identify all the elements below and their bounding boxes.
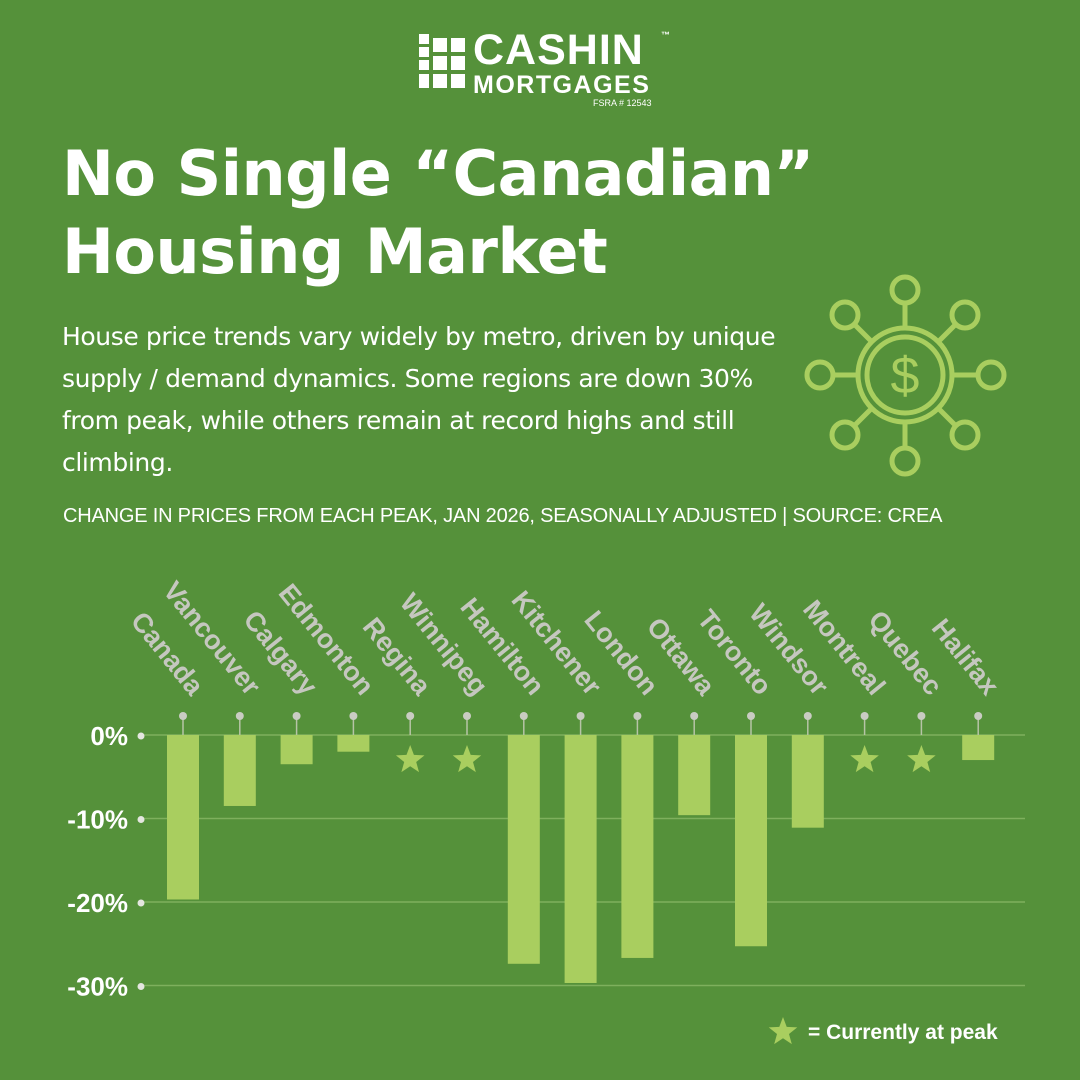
peak-star-icon — [395, 745, 425, 773]
bar — [223, 735, 256, 806]
bar — [621, 735, 654, 958]
tick-dot — [137, 816, 145, 823]
category-dot — [747, 712, 755, 720]
category-dot — [633, 712, 642, 720]
category-dot — [349, 712, 358, 720]
bar — [564, 735, 597, 983]
category-dot — [974, 712, 983, 720]
chart-legend: = Currently at peak — [766, 1015, 1056, 1053]
category-dot — [519, 712, 528, 720]
category-dot — [690, 712, 699, 720]
y-tick-label: -10% — [67, 805, 128, 835]
category-dot — [235, 712, 244, 720]
peak-star-icon — [850, 745, 879, 773]
tick-dot — [137, 732, 145, 740]
bar — [507, 735, 540, 964]
bar — [791, 735, 824, 828]
description: House price trends vary widely by metro,… — [62, 322, 776, 477]
bar — [280, 735, 313, 765]
category-dot — [292, 712, 301, 720]
headline-line-2: Housing Market — [62, 215, 608, 288]
brand-wordmark: CASHIN MORTGAGES — [473, 28, 650, 98]
bar — [678, 735, 711, 816]
tick-dot — [137, 983, 145, 990]
headline-line-1: No Single “Canadian” — [62, 137, 814, 210]
star-icon — [768, 1017, 798, 1045]
trademark-symbol: ™ — [661, 30, 670, 40]
chart-caption: CHANGE IN PRICES FROM EACH PEAK, JAN 202… — [63, 505, 943, 527]
peak-star-icon — [452, 745, 482, 773]
y-tick-label: -30% — [67, 972, 128, 1002]
category-dot — [917, 712, 926, 720]
tick-dot — [137, 899, 145, 907]
headline: No Single “Canadian” Housing Market — [62, 135, 1042, 291]
bar — [735, 735, 767, 947]
bar — [337, 735, 370, 752]
logo-grid-icon — [419, 34, 465, 88]
brand-name-line2: MORTGAGES — [473, 71, 651, 99]
brand-logo: CASHIN MORTGAGES ™ FSRA # 12543 — [413, 28, 683, 110]
category-dot — [860, 712, 869, 720]
category-dot — [179, 712, 187, 720]
bar — [962, 735, 995, 761]
category-dot — [803, 712, 812, 720]
category-dot — [576, 712, 585, 720]
brand-name-line1: CASHIN — [473, 26, 644, 74]
peak-star-icon — [907, 745, 936, 773]
y-tick-label: -20% — [67, 888, 128, 918]
legend-label: = Currently at peak — [808, 1021, 998, 1044]
brand-license: FSRA # 12543 — [593, 98, 652, 108]
y-tick-label: 0% — [90, 721, 128, 751]
category-dot — [406, 712, 415, 720]
money-network-icon: $ — [804, 274, 1007, 477]
bar — [167, 735, 199, 900]
category-dot — [463, 712, 471, 720]
svg-text:$: $ — [891, 347, 920, 405]
